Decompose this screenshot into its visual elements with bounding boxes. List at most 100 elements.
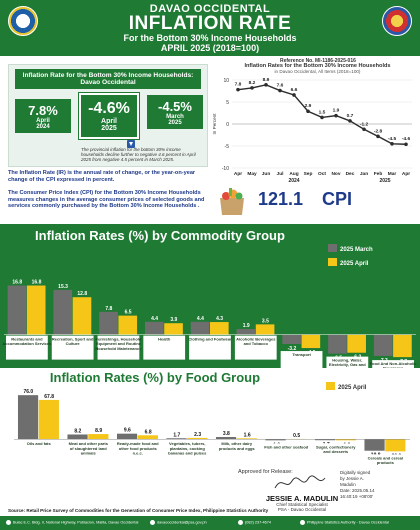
digital-sign-line: Date: 2025.05.14 (340, 488, 375, 493)
location-icon (6, 520, 11, 525)
category-box (189, 335, 231, 360)
footer-facebook[interactable]: Philippine Statistics Authority - Davao … (300, 520, 389, 525)
legend-label: 2025 March (340, 247, 373, 253)
x-tick-label: Sep (304, 171, 313, 177)
data-point (334, 113, 338, 118)
down-arrow-icon (127, 140, 135, 148)
year-label: 2025 (379, 178, 390, 184)
rate-box-april-2025: -4.6% April 2025 (78, 92, 140, 140)
email-icon (150, 520, 155, 525)
digital-sign-line: by Jessie A. (340, 476, 365, 481)
rate-box-april-2024: 7.8% April 2024 (15, 99, 71, 133)
data-label: 2.3 (194, 432, 201, 438)
line-chart-title: Inflation Rates for the Bottom 30% Incom… (244, 63, 391, 69)
bar (144, 321, 164, 335)
year-label: 2024 (288, 178, 299, 184)
y-tick-label: 10 (223, 78, 229, 84)
data-label: -4.6 (402, 136, 411, 142)
data-point (250, 86, 254, 90)
category-box (65, 440, 111, 461)
province-name: DAVAO OCCIDENTAL (149, 3, 271, 15)
category-box (263, 443, 309, 464)
digital-sign-line: Digitally signed (340, 470, 371, 475)
data-label: -4.5 (388, 136, 397, 142)
page-subtitle: For the Bottom 30% Income Households (123, 33, 297, 43)
bar (364, 439, 385, 451)
category-box (51, 335, 94, 360)
category-label: Ready-made food and other food products n.… (117, 441, 159, 455)
footer-email-text: davaooccidental@psa.gov.ph (157, 520, 207, 525)
data-label: 3.9 (170, 317, 177, 323)
data-label: 9.6 (124, 428, 131, 434)
x-tick-label: Dec (346, 171, 355, 177)
summary-title: Inflation Rate for the Bottom 30% Income… (15, 69, 201, 89)
approved-label: Approved for Release: (238, 469, 293, 475)
data-label: 0.7 (347, 113, 354, 119)
data-point (292, 93, 296, 97)
y-tick-label: -10 (222, 166, 229, 172)
category-box (280, 351, 323, 368)
legend-swatch (326, 382, 335, 390)
line-chart-subtitle: in Davao Occidental, All Items (2018=100… (274, 69, 361, 74)
data-label: 3.8 (223, 431, 230, 437)
data-label: 8.9 (95, 428, 102, 434)
legend-swatch (328, 244, 337, 252)
cpi-label: CPI (322, 189, 353, 209)
data-label: -2.8 (374, 128, 383, 134)
category-label: Health (158, 337, 171, 342)
category-box (143, 335, 186, 360)
bar (137, 435, 158, 440)
data-label: 2.9 (305, 103, 312, 109)
bar (210, 322, 229, 335)
bar (7, 285, 27, 335)
inflation-rate-definition: The Inflation Rate (IR) is the annual ra… (8, 170, 196, 183)
data-label: 7.8 (105, 306, 112, 312)
category-box (313, 443, 359, 464)
rate-label: April (101, 118, 117, 125)
signature-image (274, 475, 326, 489)
data-label: 67.8 (44, 394, 54, 400)
category-label: Furnishings, Household Equipment and Rout… (95, 337, 142, 351)
header-banner: DAVAO OCCIDENTAL INFLATION RATE For the … (0, 0, 420, 56)
bar (314, 439, 336, 441)
bar (301, 334, 321, 349)
data-label: 15.3 (58, 284, 68, 290)
rate-box-march-2025: -4.5% March 2025 (147, 95, 203, 129)
data-label: 4.4 (151, 316, 158, 322)
category-box (372, 360, 414, 368)
x-tick-label: Mar (388, 171, 397, 177)
rate-value: 7.8% (28, 103, 58, 118)
bar (236, 329, 256, 335)
psa-logo-icon (8, 6, 38, 36)
data-label: 1.5 (319, 109, 326, 115)
x-tick-label: Jun (262, 171, 271, 177)
footer-facebook-text: Philippine Statistics Authority - Davao … (307, 520, 389, 525)
category-label: Housing, Water,Electricity, Gas andOther… (329, 358, 366, 368)
legend-label: 2025 April (338, 385, 367, 391)
data-label: 6.6 (291, 87, 298, 93)
x-tick-label: Jan (360, 171, 368, 177)
bar (385, 439, 406, 452)
category-label: Oils and fats (27, 441, 52, 446)
data-point (278, 88, 282, 93)
bar (373, 334, 393, 356)
rate-label: 2025 (168, 120, 182, 126)
bar (393, 334, 412, 358)
data-point (362, 127, 366, 132)
data-label: 8.2 (249, 80, 256, 86)
footer-phone: (082) 237-4674 (238, 520, 271, 525)
data-label: 1.7 (173, 432, 180, 438)
data-point (264, 83, 268, 87)
bar (88, 434, 109, 440)
category-label: Milk, other dairy products and eggs (219, 441, 256, 451)
food-chart-title: Inflation Rates (%) by Food Group (49, 370, 261, 385)
facebook-icon (300, 520, 305, 525)
report-date: APRIL 2025 (2018=100) (160, 43, 260, 53)
footer-address-text: Bulac E.C. Bldg. II, National Highway, P… (13, 520, 139, 525)
data-label: -3.2 (288, 346, 297, 352)
bar (99, 311, 118, 335)
bar (187, 437, 208, 440)
x-tick-label: May (247, 171, 257, 177)
footer-email[interactable]: davaooccidental@psa.gov.ph (150, 520, 207, 525)
